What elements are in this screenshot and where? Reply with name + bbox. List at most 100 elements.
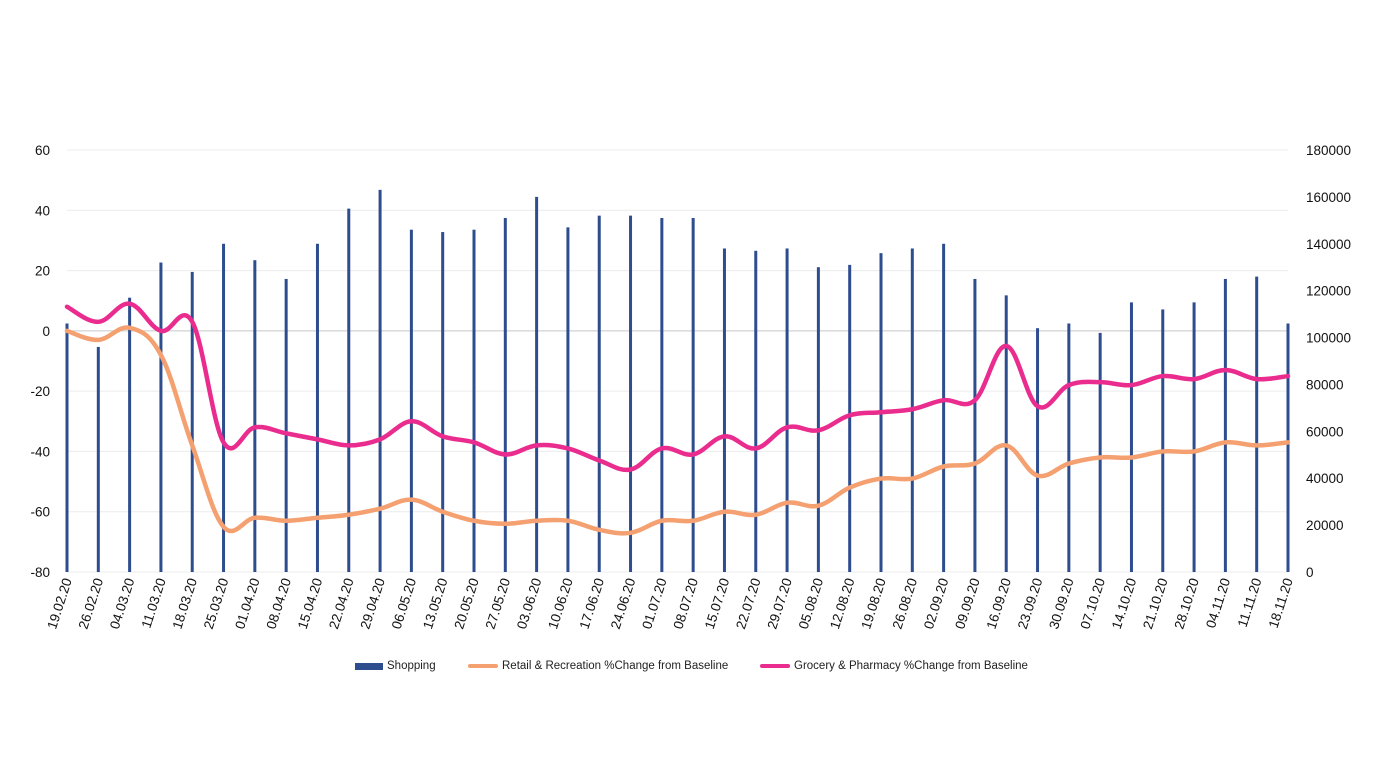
x-tick-label: 11.11.20	[1235, 576, 1265, 629]
x-tick-label: 11.03.20	[139, 576, 169, 630]
shopping-bar	[409, 229, 413, 572]
x-tick-label: 01.04.20	[232, 576, 263, 631]
shopping-bar	[1161, 309, 1165, 572]
x-tick-label: 06.05.20	[389, 576, 420, 631]
shopping-bar	[503, 217, 507, 572]
left-tick-label: 0	[42, 324, 50, 339]
left-tick-label: 40	[35, 203, 50, 218]
x-tick-label: 20.05.20	[451, 576, 482, 631]
right-tick-label: 160000	[1306, 190, 1351, 205]
x-tick-label: 23.09.20	[1015, 576, 1046, 631]
x-tick-label: 22.04.20	[326, 576, 357, 631]
x-tick-label: 10.06.20	[545, 576, 576, 631]
shopping-bar	[1036, 328, 1040, 572]
x-tick-label: 19.08.20	[858, 576, 889, 631]
legend-swatch-grocery	[760, 664, 790, 668]
shopping-bar	[1192, 302, 1196, 572]
right-tick-label: 0	[1306, 565, 1314, 580]
x-tick-label: 29.07.20	[764, 576, 795, 631]
left-tick-label: -40	[30, 444, 50, 459]
shopping-bar	[691, 217, 695, 572]
shopping-bar	[472, 229, 476, 572]
shopping-bar	[128, 297, 132, 572]
shopping-bar	[1223, 278, 1227, 572]
legend-label-shopping: Shopping	[387, 660, 436, 672]
shopping-bar	[785, 248, 789, 572]
right-tick-label: 120000	[1306, 284, 1351, 299]
shopping-bar	[441, 232, 445, 573]
x-tick-label: 27.05.20	[483, 576, 514, 631]
x-tick-label: 26.02.20	[76, 576, 107, 631]
shopping-bar	[96, 346, 100, 572]
shopping-bar	[222, 243, 226, 572]
shopping-bar	[660, 217, 664, 572]
x-tick-label: 26.08.20	[890, 576, 921, 631]
left-tick-label: -20	[30, 384, 50, 399]
x-axis-ticks: 19.02.20 26.02.20 04.03.20 11.03.20 18.03.20…	[44, 576, 1296, 631]
right-tick-label: 60000	[1306, 424, 1344, 439]
x-tick-label: 14.10.20	[1109, 576, 1140, 631]
x-tick-label: 19.02.20	[44, 576, 75, 631]
x-tick-label: 18.11.20	[1266, 576, 1296, 630]
x-tick-label: 12.08.20	[827, 576, 858, 631]
x-tick-label: 01.07.20	[639, 576, 670, 631]
shopping-bar	[378, 189, 382, 572]
legend-item-retail: Retail & Recreation %Change from Baselin…	[468, 657, 728, 675]
shopping-bar	[973, 278, 977, 572]
left-y-axis-ticks: -80 -60 -40 -20 0 20 40 60	[30, 143, 50, 580]
series-lines	[64, 301, 1291, 536]
x-tick-label: 05.08.20	[796, 576, 827, 631]
right-tick-label: 140000	[1306, 237, 1351, 252]
shopping-bars	[65, 189, 1290, 573]
right-tick-label: 100000	[1306, 331, 1351, 346]
legend-swatch-shopping	[355, 662, 383, 670]
right-tick-label: 40000	[1306, 471, 1344, 486]
right-tick-label: 80000	[1306, 377, 1344, 392]
x-tick-label: 07.10.20	[1077, 576, 1108, 631]
x-tick-label: 24.06.20	[608, 576, 639, 631]
right-tick-label: 180000	[1306, 143, 1351, 158]
shopping-bar	[1255, 276, 1259, 572]
legend-item-grocery: Grocery & Pharmacy %Change from Baseline	[760, 657, 1028, 675]
shopping-bar	[159, 262, 163, 572]
left-tick-label: 60	[35, 143, 50, 158]
x-tick-label: 28.10.20	[1171, 576, 1202, 631]
shopping-bar	[1067, 323, 1071, 572]
shopping-bar	[190, 271, 194, 572]
retail-recreation-line	[64, 325, 1291, 536]
x-tick-label: 22.07.20	[733, 576, 764, 631]
shopping-bar	[347, 208, 351, 572]
x-tick-label: 04.03.20	[107, 576, 138, 631]
legend-label-retail: Retail & Recreation %Change from Baselin…	[502, 660, 729, 672]
legend-label-grocery: Grocery & Pharmacy %Change from Baseline	[794, 660, 1028, 672]
legend: Shopping Retail & Recreation %Change fro…	[0, 657, 1379, 675]
shopping-bar	[1129, 302, 1133, 572]
shopping-bar	[722, 248, 726, 572]
x-tick-label: 08.07.20	[670, 576, 701, 631]
legend-swatch-retail	[468, 664, 498, 668]
shopping-bar	[284, 278, 288, 572]
left-tick-label: 20	[35, 264, 50, 279]
gridlines	[67, 149, 1288, 573]
x-tick-label: 15.04.20	[295, 576, 326, 631]
shopping-bar	[1286, 323, 1290, 572]
x-tick-label: 15.07.20	[702, 576, 733, 631]
shopping-bar	[942, 243, 946, 572]
x-tick-label: 04.11.20	[1203, 576, 1233, 630]
x-tick-label: 03.06.20	[514, 576, 545, 631]
left-tick-label: -80	[30, 565, 50, 580]
x-tick-label: 17.06.20	[577, 576, 608, 631]
legend-item-shopping: Shopping	[355, 657, 436, 675]
grocery-pharmacy-line	[64, 301, 1291, 473]
right-y-axis-ticks: 0 20000 40000 60000 80000 100000 120000 140000 1…	[1306, 143, 1351, 580]
shopping-bar	[629, 215, 633, 572]
x-tick-label: 16.09.20	[984, 576, 1015, 631]
shopping-bar	[1098, 332, 1102, 572]
shopping-bar	[754, 250, 758, 573]
x-tick-label: 09.09.20	[952, 576, 983, 631]
x-tick-label: 13.05.20	[420, 576, 451, 631]
shopping-bar	[816, 267, 820, 572]
x-tick-label: 25.03.20	[201, 576, 232, 631]
x-tick-label: 02.09.20	[921, 576, 952, 631]
right-tick-label: 20000	[1306, 518, 1344, 533]
